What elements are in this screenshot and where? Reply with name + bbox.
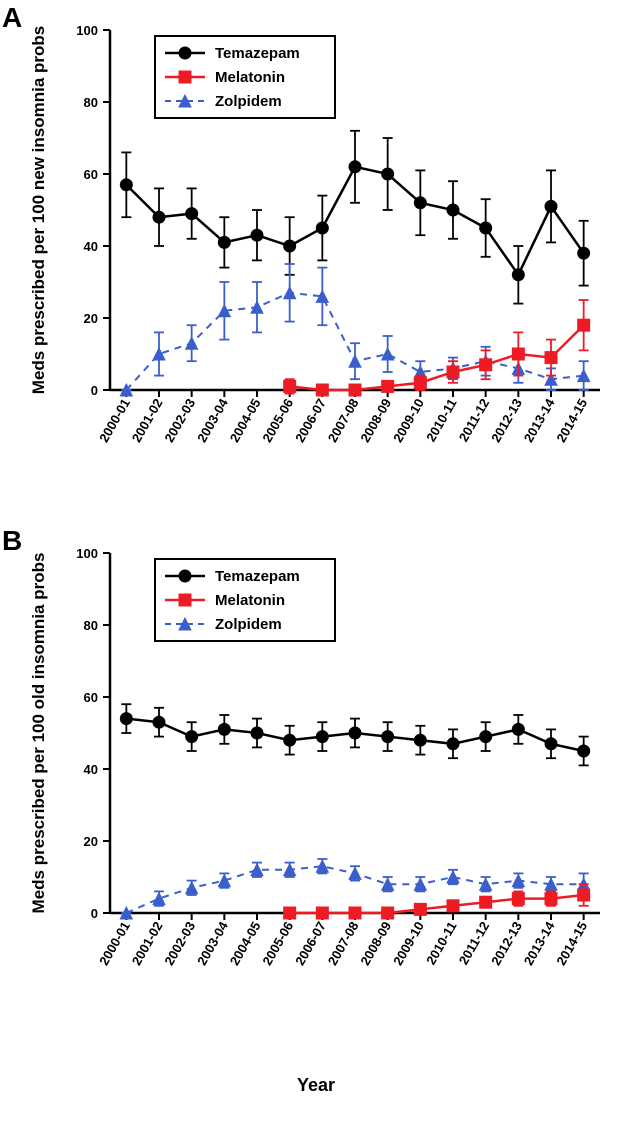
svg-text:2011-12: 2011-12 xyxy=(456,919,492,967)
svg-text:20: 20 xyxy=(84,834,98,849)
svg-text:100: 100 xyxy=(76,23,98,38)
svg-text:2009-10: 2009-10 xyxy=(390,396,427,445)
svg-text:2006-07: 2006-07 xyxy=(292,396,329,445)
svg-text:40: 40 xyxy=(84,239,98,254)
svg-text:2014-15: 2014-15 xyxy=(553,396,590,445)
svg-text:2010-11: 2010-11 xyxy=(423,396,459,444)
svg-text:Temazepam: Temazepam xyxy=(215,568,300,585)
svg-text:2012-13: 2012-13 xyxy=(488,396,525,445)
svg-text:40: 40 xyxy=(84,762,98,777)
svg-text:2002-03: 2002-03 xyxy=(161,396,198,445)
chart-a: 0204060801002000-012001-022002-032003-04… xyxy=(20,10,620,500)
chart-b: 0204060801002000-012001-022002-032003-04… xyxy=(20,533,620,1023)
svg-text:2002-03: 2002-03 xyxy=(161,919,198,968)
svg-text:Melatonin: Melatonin xyxy=(215,69,285,86)
svg-text:2005-06: 2005-06 xyxy=(259,919,296,968)
svg-text:60: 60 xyxy=(84,167,98,182)
svg-text:Melatonin: Melatonin xyxy=(215,592,285,609)
svg-text:60: 60 xyxy=(84,690,98,705)
svg-text:2006-07: 2006-07 xyxy=(292,919,329,968)
svg-text:2007-08: 2007-08 xyxy=(325,396,362,445)
svg-text:2001-02: 2001-02 xyxy=(129,396,166,445)
svg-text:2000-01: 2000-01 xyxy=(96,396,133,445)
svg-text:2008-09: 2008-09 xyxy=(357,919,394,968)
figure-page: A 0204060801002000-012001-022002-032003-… xyxy=(0,0,632,1121)
x-axis-label: Year xyxy=(0,1075,632,1096)
svg-text:2001-02: 2001-02 xyxy=(129,919,166,968)
svg-text:0: 0 xyxy=(91,906,98,921)
svg-text:2008-09: 2008-09 xyxy=(357,396,394,445)
svg-text:Zolpidem: Zolpidem xyxy=(215,616,282,633)
svg-text:2011-12: 2011-12 xyxy=(456,396,492,444)
svg-text:Temazepam: Temazepam xyxy=(215,45,300,62)
svg-text:20: 20 xyxy=(84,311,98,326)
svg-text:Meds prescribed per 100 old in: Meds prescribed per 100 old insomnia pro… xyxy=(29,553,48,914)
svg-text:2009-10: 2009-10 xyxy=(390,919,427,968)
svg-text:2012-13: 2012-13 xyxy=(488,919,525,968)
svg-text:80: 80 xyxy=(84,95,98,110)
svg-text:2010-11: 2010-11 xyxy=(423,919,459,967)
svg-text:Meds prescribed per 100 new in: Meds prescribed per 100 new insomnia pro… xyxy=(29,26,48,394)
svg-text:2014-15: 2014-15 xyxy=(553,919,590,968)
svg-text:2004-05: 2004-05 xyxy=(227,919,264,968)
svg-text:80: 80 xyxy=(84,618,98,633)
svg-text:2005-06: 2005-06 xyxy=(259,396,296,445)
svg-text:2007-08: 2007-08 xyxy=(325,919,362,968)
svg-text:Zolpidem: Zolpidem xyxy=(215,93,282,110)
svg-text:2004-05: 2004-05 xyxy=(227,396,264,445)
svg-text:100: 100 xyxy=(76,546,98,561)
svg-text:2000-01: 2000-01 xyxy=(96,919,133,968)
svg-text:0: 0 xyxy=(91,383,98,398)
